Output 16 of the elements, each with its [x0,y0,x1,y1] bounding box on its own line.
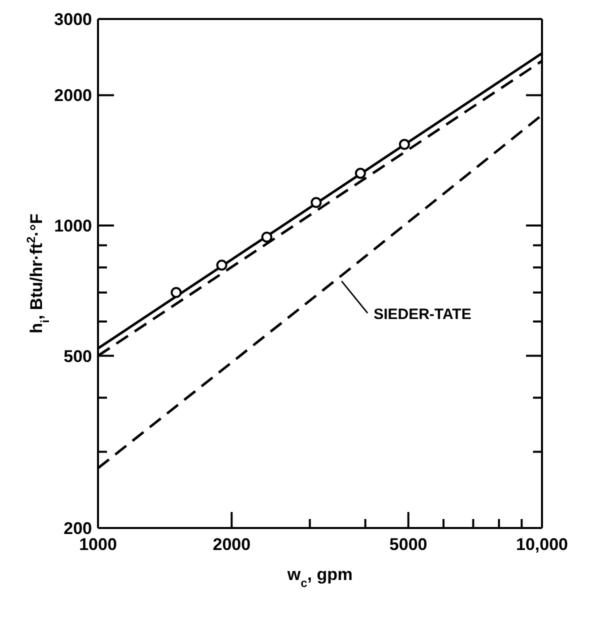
x-tick-label: 5000 [389,535,428,554]
point [170,287,182,298]
point [216,260,228,271]
y-tick-label: 3000 [54,10,92,29]
point [398,138,410,150]
y-tick-label: 1000 [54,216,92,236]
x-tick-label: 1000 [79,535,117,554]
x-tick-label: 10,000 [516,535,568,554]
y-tick-label: 200 [64,519,92,538]
x-axis-title: w$_{c}$, gpm [286,565,353,590]
x-tick-label: 2000 [212,535,251,554]
y-tick-label: 500 [64,346,92,366]
y-tick-label: 2000 [54,86,92,106]
text: SIEDER-TATE [374,306,472,324]
point [354,168,366,179]
point [261,232,272,243]
